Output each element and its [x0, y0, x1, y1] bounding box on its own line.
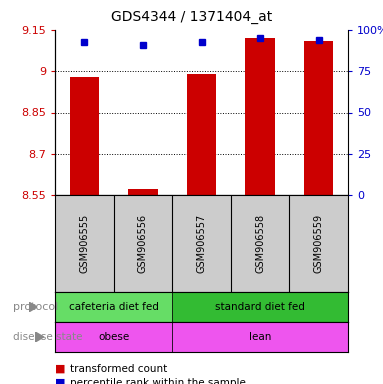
Bar: [55, 322, 172, 352]
Text: disease state: disease state: [13, 332, 83, 342]
Text: ■: ■: [55, 378, 65, 384]
Text: standard diet fed: standard diet fed: [215, 302, 305, 312]
Text: GSM906556: GSM906556: [138, 214, 148, 273]
Bar: [304, 41, 333, 195]
Text: lean: lean: [249, 332, 271, 342]
Text: GSM906557: GSM906557: [196, 214, 206, 273]
Text: GSM906559: GSM906559: [314, 214, 324, 273]
Text: ■: ■: [55, 364, 65, 374]
Bar: [128, 189, 157, 195]
Bar: [187, 74, 216, 195]
Polygon shape: [29, 302, 37, 312]
Text: transformed count: transformed count: [70, 364, 168, 374]
Text: GSM906558: GSM906558: [255, 214, 265, 273]
Bar: [70, 77, 99, 195]
Text: cafeteria diet fed: cafeteria diet fed: [69, 302, 159, 312]
Bar: [246, 38, 275, 195]
Text: protocol: protocol: [13, 302, 59, 312]
Text: obese: obese: [98, 332, 129, 342]
Text: GDS4344 / 1371404_at: GDS4344 / 1371404_at: [111, 10, 272, 23]
Bar: [172, 322, 348, 352]
Bar: [55, 292, 172, 322]
Bar: [172, 292, 348, 322]
Polygon shape: [35, 332, 44, 342]
Text: GSM906555: GSM906555: [79, 214, 89, 273]
Text: percentile rank within the sample: percentile rank within the sample: [70, 378, 246, 384]
